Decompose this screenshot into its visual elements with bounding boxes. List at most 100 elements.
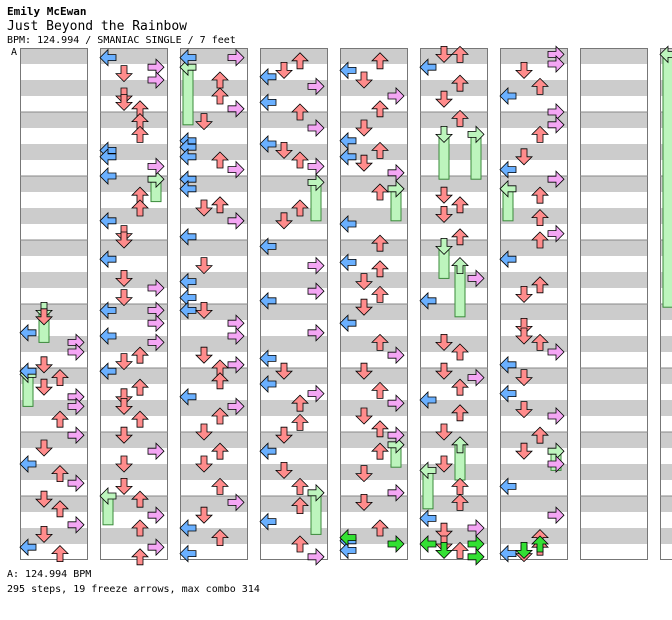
step-arrow — [291, 477, 309, 495]
step-arrow — [451, 477, 469, 495]
step-arrow — [131, 346, 149, 364]
step-arrow — [307, 119, 325, 137]
arrow-shape — [99, 362, 117, 381]
arrow-shape — [371, 100, 389, 118]
beat-stripe — [100, 400, 168, 416]
step-arrow — [435, 90, 453, 108]
arrow-shape — [211, 87, 229, 105]
arrow-shape — [355, 298, 373, 316]
step-arrow — [371, 183, 389, 201]
arrow-shape — [307, 547, 325, 566]
arrow-shape — [19, 455, 37, 473]
arrow-shape — [499, 179, 517, 198]
arrow-shape — [339, 528, 357, 547]
step-arrow — [211, 151, 229, 169]
step-arrow — [339, 131, 357, 150]
beat-stripe — [580, 432, 648, 448]
step-arrow — [355, 465, 373, 483]
arrow-shape — [211, 529, 229, 546]
step-arrow — [291, 199, 309, 217]
arrow-shape — [451, 257, 469, 275]
arrow-shape — [499, 87, 517, 105]
beat-stripe — [180, 368, 248, 384]
step-arrow — [355, 119, 373, 137]
step-arrow — [147, 442, 165, 461]
beat-stripe — [660, 432, 672, 448]
chart-column — [100, 48, 168, 560]
step-arrow — [35, 439, 53, 457]
beat-stripe — [420, 304, 488, 320]
arrow-shape — [355, 493, 373, 511]
beat-stripe — [420, 496, 488, 512]
arrow-shape — [451, 74, 469, 92]
arrow-shape — [451, 109, 469, 127]
arrow-shape — [259, 512, 277, 531]
step-arrow — [67, 426, 85, 445]
step-arrow — [275, 212, 293, 230]
arrow-shape — [531, 333, 549, 351]
beat-stripe — [420, 240, 488, 256]
freeze-arrow-body — [182, 66, 194, 126]
beat-stripe — [20, 208, 88, 224]
step-arrow — [515, 327, 533, 345]
arrow-shape — [547, 343, 565, 361]
step-arrow — [451, 404, 469, 422]
chart-column — [20, 48, 88, 560]
step-arrow — [515, 148, 533, 166]
step-arrow — [531, 209, 549, 227]
arrow-shape — [467, 368, 485, 387]
arrow-shape — [371, 442, 389, 460]
beat-stripe — [580, 48, 648, 64]
step-arrow — [291, 151, 309, 169]
arrow-shape — [147, 279, 165, 297]
step-arrow — [115, 477, 133, 495]
arrow-shape — [435, 186, 453, 204]
arrow-shape — [547, 506, 565, 525]
step-arrow — [371, 519, 389, 537]
beat-stripe — [20, 528, 88, 544]
beat-stripe — [20, 48, 88, 64]
arrow-shape — [211, 151, 229, 169]
beat-stripe — [340, 240, 408, 256]
beat-stripe — [340, 272, 408, 288]
arrow-shape — [531, 426, 549, 444]
step-arrow — [51, 410, 69, 428]
step-arrow — [307, 77, 325, 96]
arrow-shape — [499, 250, 517, 269]
beat-stripe — [500, 240, 568, 256]
beat-stripe — [660, 528, 672, 544]
arrow-shape — [179, 519, 197, 537]
arrow-shape — [275, 426, 293, 444]
arrow-shape — [131, 125, 149, 143]
step-arrow — [451, 493, 469, 511]
arrow-shape — [179, 272, 197, 291]
arrow-shape — [419, 461, 437, 480]
arrow-shape — [419, 535, 437, 553]
arrow-shape — [211, 442, 229, 460]
arrow-shape — [259, 442, 277, 461]
step-arrow — [99, 147, 117, 166]
beat-stripe — [580, 464, 648, 480]
beat-stripe — [500, 80, 568, 96]
beat-stripe — [20, 144, 88, 160]
step-arrow — [451, 109, 469, 127]
step-arrow — [275, 426, 293, 444]
step-arrow — [371, 234, 389, 252]
arrow-shape — [387, 426, 405, 445]
arrow-shape — [515, 148, 533, 166]
beat-stripe — [340, 304, 408, 320]
arrow-shape — [227, 327, 245, 345]
step-arrow — [307, 547, 325, 566]
step-arrow — [435, 455, 453, 473]
arrow-shape — [531, 209, 549, 227]
arrow-shape — [275, 62, 293, 79]
step-arrow — [195, 423, 213, 441]
arrow-shape — [355, 119, 373, 137]
beat-stripe — [20, 304, 88, 320]
arrow-shape — [179, 227, 197, 246]
arrow-shape — [291, 151, 309, 169]
arrow-shape — [291, 103, 309, 121]
step-arrow — [35, 378, 53, 396]
step-arrow — [99, 301, 117, 320]
arrow-shape — [179, 48, 197, 67]
